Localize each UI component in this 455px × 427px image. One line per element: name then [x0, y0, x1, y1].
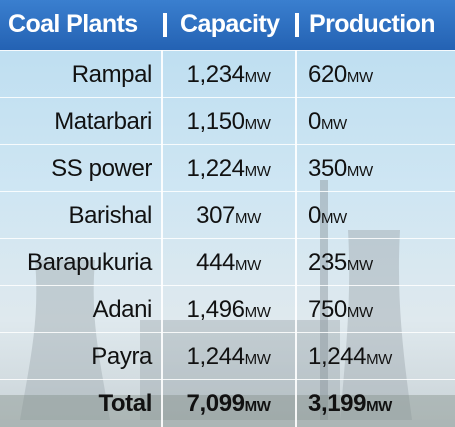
unit: MW: [346, 69, 373, 86]
table-row: Barishal 307MW 0MW: [0, 191, 455, 239]
capacity-number: 1,234: [186, 61, 245, 88]
plant-name: Payra: [91, 343, 152, 370]
capacity-number: 1,224: [186, 155, 245, 182]
production-number: 1,244: [308, 343, 367, 370]
plant-name: Barishal: [68, 202, 152, 229]
unit: MW: [234, 257, 261, 274]
production-cell: 3,199MW: [308, 390, 392, 418]
unit: MW: [320, 210, 347, 227]
unit: MW: [244, 304, 271, 321]
production-number: 0: [308, 202, 321, 229]
table-row: SS power 1,224MW 350MW: [0, 144, 455, 192]
production-number: 350: [308, 155, 347, 182]
capacity-number: 1,496: [186, 296, 245, 323]
table-row: Payra 1,244MW 1,244MW: [0, 332, 455, 380]
capacity-cell: 307MW: [162, 202, 295, 230]
production-cell: 620MW: [308, 61, 373, 89]
plant-name: Matarbari: [54, 108, 152, 135]
capacity-cell: 1,224MW: [162, 155, 295, 183]
capacity-number: 7,099: [186, 390, 245, 417]
header: Coal Plants Capacity Production: [0, 0, 455, 50]
unit: MW: [234, 210, 261, 227]
unit: MW: [346, 304, 373, 321]
production-number: 620: [308, 61, 347, 88]
total-row: Total 7,099MW 3,199MW: [0, 379, 455, 427]
capacity-number: 1,150: [186, 108, 245, 135]
plant-name: Rampal: [71, 61, 153, 88]
unit: MW: [244, 351, 271, 368]
capacity-cell: 1,244MW: [162, 343, 295, 371]
header-cell: Production: [309, 10, 436, 38]
table-row: Barapukuria 444MW 235MW: [0, 238, 455, 286]
capacity-number: 444: [196, 249, 235, 276]
production-number: 750: [308, 296, 347, 323]
production-cell: 350MW: [308, 155, 373, 183]
table-row: Matarbari 1,150MW 0MW: [0, 97, 455, 145]
production-number: 235: [308, 249, 347, 276]
header-cell: Coal Plants: [8, 10, 138, 38]
table-row: Rampal 1,234MW 620MW: [0, 50, 455, 98]
capacity-number: 307: [196, 202, 235, 229]
capacity-cell: 1,234MW: [162, 61, 295, 89]
table-row: Adani 1,496MW 750MW: [0, 285, 455, 333]
capacity-cell: 1,496MW: [162, 296, 295, 324]
header-cell: Capacity: [180, 10, 280, 38]
production-number: 0: [308, 108, 321, 135]
capacity-cell: 7,099MW: [162, 390, 295, 418]
capacity-number: 1,244: [186, 343, 245, 370]
capacity-cell: 444MW: [162, 249, 295, 277]
plant-name: SS power: [51, 155, 152, 182]
production-number: 3,199: [308, 390, 367, 417]
unit: MW: [244, 398, 271, 415]
separator: [163, 13, 167, 37]
unit: MW: [320, 116, 347, 133]
separator: [295, 13, 299, 37]
unit: MW: [366, 398, 392, 415]
unit: MW: [244, 163, 271, 180]
unit: MW: [366, 351, 392, 368]
plant-name: Barapukuria: [26, 249, 152, 276]
unit: MW: [346, 257, 373, 274]
unit: MW: [244, 116, 271, 133]
unit: MW: [346, 163, 373, 180]
production-cell: 235MW: [308, 249, 373, 277]
unit: MW: [244, 69, 271, 86]
production-cell: 750MW: [308, 296, 373, 324]
plant-name: Total: [98, 390, 152, 417]
production-cell: 0MW: [308, 108, 347, 136]
production-cell: 0MW: [308, 202, 347, 230]
production-cell: 1,244MW: [308, 343, 392, 371]
capacity-cell: 1,150MW: [162, 108, 295, 136]
plant-name: Adani: [92, 296, 153, 323]
